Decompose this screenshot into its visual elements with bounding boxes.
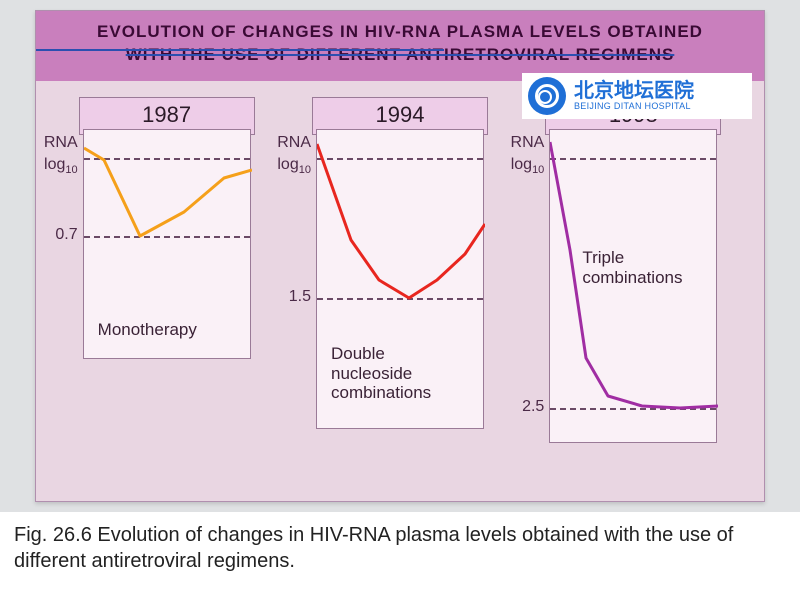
accent-line: [36, 49, 444, 51]
y-axis-log-label: log10: [277, 156, 311, 176]
hospital-name-en: BEIJING DITAN HOSPITAL: [574, 102, 694, 111]
figure-area: EVOLUTION OF CHANGES IN HIV-RNA PLASMA L…: [0, 0, 800, 512]
therapy-label: Monotherapy: [98, 320, 197, 340]
therapy-label: Triplecombinations: [582, 248, 682, 287]
title-line-1: EVOLUTION OF CHANGES IN HIV-RNA PLASMA L…: [54, 21, 746, 44]
y-axis-rna-label: RNA: [44, 134, 78, 152]
hospital-name-cn: 北京地坛医院: [574, 81, 694, 102]
title-line-2: WITH THE USE OF DIFFERENT ANTIRETROVIRAL…: [54, 44, 746, 67]
figure-caption: Fig. 26.6 Evolution of changes in HIV-RN…: [14, 522, 786, 574]
title-bar: EVOLUTION OF CHANGES IN HIV-RNA PLASMA L…: [36, 11, 764, 81]
hospital-logo-icon: [528, 77, 566, 115]
y-axis-log-label: log10: [511, 156, 545, 176]
therapy-label: Doublenucleosidecombinations: [331, 344, 431, 403]
y-axis-log-label: log10: [44, 156, 78, 176]
hospital-badge: 北京地坛医院 BEIJING DITAN HOSPITAL: [522, 73, 752, 119]
chart-1998: 1998RNAlog102.5Triplecombinations: [549, 129, 717, 443]
charts-row: 1987RNAlog100.7Monotherapy 1994RNAlog101.…: [36, 97, 764, 501]
y-axis-rna-label: RNA: [277, 134, 311, 152]
figure-panel: EVOLUTION OF CHANGES IN HIV-RNA PLASMA L…: [35, 10, 765, 502]
chart-line: [317, 144, 485, 298]
caption-text: Evolution of changes in HIV-RNA plasma l…: [14, 524, 733, 572]
chart-1987: 1987RNAlog100.7Monotherapy: [83, 129, 251, 359]
y-axis-value-label: 0.7: [55, 226, 77, 244]
chart-line: [84, 148, 252, 236]
y-axis-value-label: 2.5: [522, 398, 544, 416]
y-axis: RNA log10 0.7: [32, 130, 82, 358]
chart-1994: 1994RNAlog101.5Doublenucleosidecombinati…: [316, 129, 484, 429]
chart-plot: RNAlog100.7Monotherapy: [83, 129, 251, 359]
y-axis: RNA log10 1.5: [265, 130, 315, 428]
y-axis-rna-label: RNA: [511, 134, 545, 152]
y-axis: RNA log10 2.5: [498, 130, 548, 442]
chart-plot: RNAlog102.5Triplecombinations: [549, 129, 717, 443]
y-axis-value-label: 1.5: [289, 288, 311, 306]
figure-number: Fig. 26.6: [14, 524, 92, 546]
chart-plot: RNAlog101.5Doublenucleosidecombinations: [316, 129, 484, 429]
